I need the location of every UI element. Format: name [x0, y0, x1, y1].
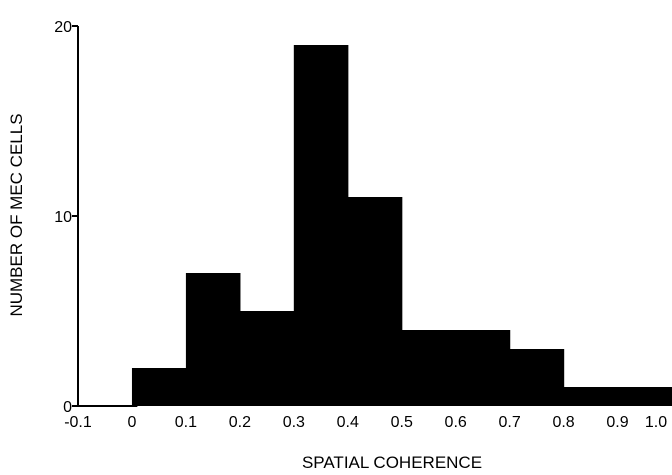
histogram-bar-1: [185, 273, 241, 406]
bars-group: [131, 45, 672, 406]
axes-group: [77, 26, 138, 407]
histogram-bar-0: [131, 368, 187, 406]
x-tick-label-0: -0.1: [64, 414, 92, 431]
y-tick-label-0: 0: [63, 399, 72, 416]
x-axis-title: SPATIAL COHERENCE: [302, 453, 482, 472]
histogram-bar-9: [617, 387, 672, 406]
x-tick-label-6: 0.5: [391, 414, 413, 431]
histogram-bar-7: [509, 349, 565, 406]
histogram-bar-8: [563, 387, 619, 406]
histogram-bar-2: [239, 311, 295, 406]
x-tick-label-10: 0.9: [606, 414, 628, 431]
y-axis-title: NUMBER OF MEC CELLS: [7, 113, 26, 316]
x-tick-label-7: 0.6: [445, 414, 467, 431]
x-tick-label-1: 0: [128, 414, 137, 431]
histogram-bar-4: [347, 197, 403, 406]
histogram-bar-6: [455, 330, 511, 406]
y-tick-label-2: 20: [54, 19, 72, 36]
x-tick-label-4: 0.3: [283, 414, 305, 431]
x-tick-labels: -0.1 0 0.1 0.2 0.3 0.4 0.5 0.6 0.7 0.8 0.9 1.0: [64, 414, 667, 431]
x-tick-label-5: 0.4: [337, 414, 359, 431]
histogram-bar-5: [401, 330, 457, 406]
x-tick-label-3: 0.2: [229, 414, 251, 431]
histogram-bar-3: [293, 45, 349, 406]
y-tick-label-1: 10: [54, 209, 72, 226]
x-tick-label-11: 1.0: [645, 414, 667, 431]
x-tick-label-9: 0.8: [552, 414, 574, 431]
x-tick-label-8: 0.7: [499, 414, 521, 431]
y-tick-labels: 0 10 20: [54, 19, 78, 416]
x-tick-label-2: 0.1: [175, 414, 197, 431]
